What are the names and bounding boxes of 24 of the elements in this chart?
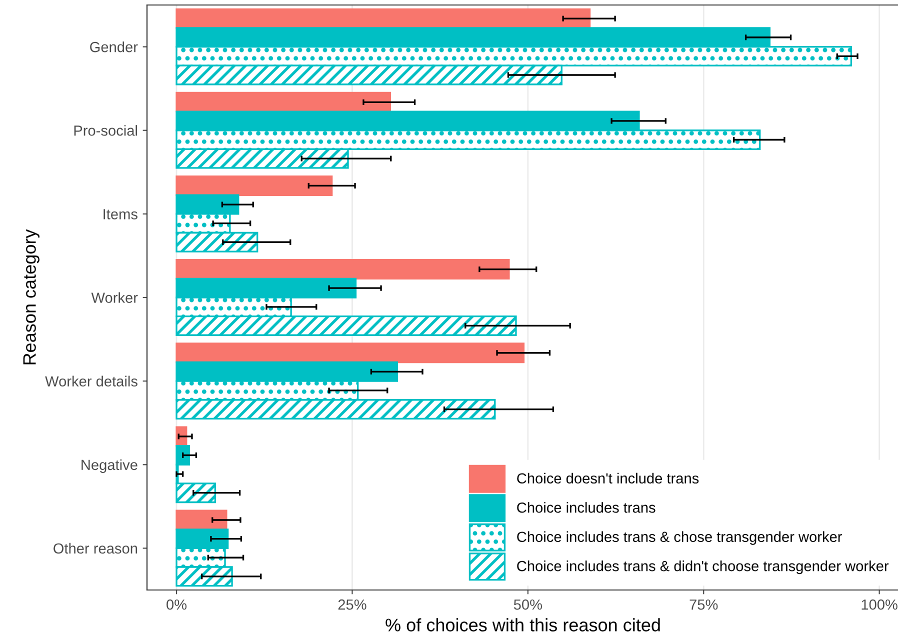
x-tick-label: 100%: [862, 599, 898, 610]
legend-label: Choice includes trans & didn't choose transgender worker: [517, 560, 889, 574]
bar: [176, 510, 228, 530]
bar: [176, 259, 510, 280]
y-axis-title: Reason category: [23, 229, 40, 364]
bar: [176, 8, 591, 29]
y-tick-label: Gender: [90, 42, 138, 52]
bar: [176, 92, 392, 112]
x-tick-label: 75%: [690, 599, 718, 610]
bar: [176, 342, 525, 364]
legend-label: Choice includes trans & chose transgender worker: [517, 531, 842, 545]
x-tick-label: 0%: [166, 599, 187, 610]
y-tick-label: Negative: [82, 459, 138, 473]
y-tick-label: Worker: [91, 292, 138, 303]
y-tick-label: Pro-social: [74, 125, 137, 136]
legend-label: Choice includes trans: [517, 502, 656, 513]
bar: [176, 175, 333, 196]
legend-label: Choice doesn't include trans: [517, 472, 699, 484]
y-tick-label: Worker details: [45, 376, 138, 386]
x-tick-label: 50%: [514, 599, 542, 610]
y-tick-label: Other reason: [54, 542, 138, 554]
x-tick-label: 25%: [338, 599, 366, 610]
y-tick-label: Items: [104, 209, 138, 220]
x-axis-title: % of choices with this reason cited: [386, 618, 660, 632]
